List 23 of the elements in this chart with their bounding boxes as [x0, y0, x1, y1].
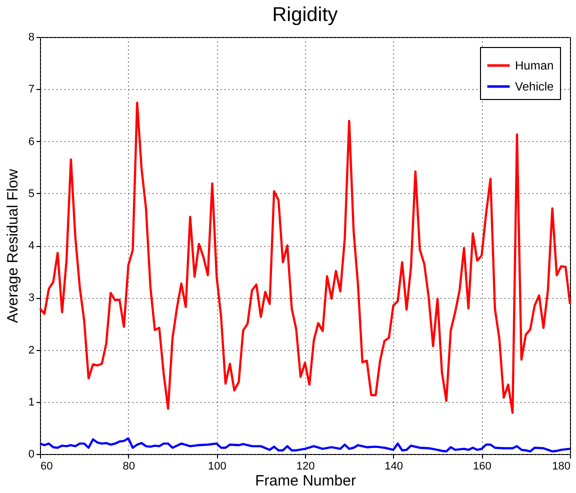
x-tick-label: 160	[472, 460, 492, 472]
y-tick-label: 4	[28, 240, 34, 252]
chart-title: Rigidity	[272, 4, 338, 26]
y-axis-title: Average Residual Flow	[4, 168, 22, 323]
y-tick-label: 1	[28, 396, 34, 408]
x-tick-label: 120	[296, 460, 315, 472]
line-series	[38, 437, 572, 452]
x-axis-title: Frame Number	[255, 472, 356, 490]
y-tick-label: 6	[28, 136, 34, 148]
line-series	[38, 102, 572, 414]
y-tick-label: 7	[28, 84, 34, 96]
x-tick-label: 180	[552, 460, 570, 472]
legend-label: Human	[515, 58, 554, 72]
y-tick-label: 5	[28, 188, 34, 200]
y-tick-label: 3	[28, 292, 34, 304]
x-tick-label: 100	[208, 460, 226, 472]
x-tick-label: 60	[40, 460, 53, 472]
x-tick-label: 140	[384, 460, 404, 472]
y-tick-label: 0	[28, 448, 34, 460]
y-tick-label: 8	[28, 32, 34, 44]
y-tick-label: 2	[28, 344, 34, 356]
x-tick-label: 80	[122, 460, 135, 472]
legend-label: Vehicle	[515, 80, 554, 94]
